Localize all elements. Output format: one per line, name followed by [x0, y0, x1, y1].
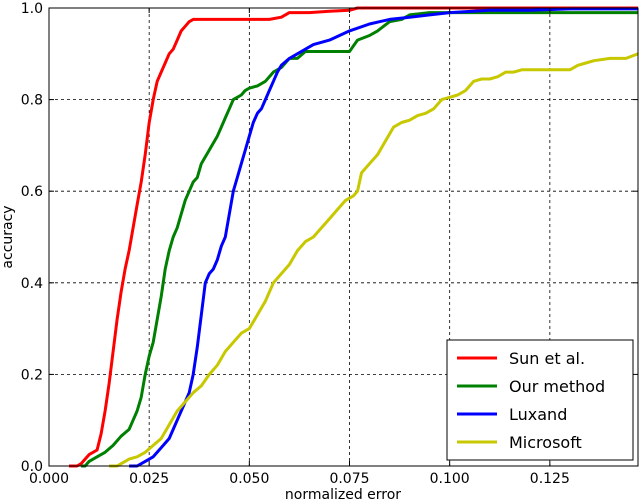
y-tick-label: 0.8: [21, 93, 43, 109]
legend-label-sun-et-al: Sun et al.: [509, 349, 585, 368]
series-line-sun-et-al: [69, 6, 638, 468]
y-tick-label: 0.4: [21, 276, 43, 292]
series-lines: [69, 6, 639, 468]
y-axis-title: accuracy: [0, 205, 16, 268]
y-tick-label: 1.0: [21, 1, 43, 17]
legend-label-luxand: Luxand: [509, 405, 567, 424]
legend: Sun et al. Our method Luxand Microsoft: [446, 339, 634, 461]
grid-lines: [49, 8, 638, 466]
series-line-microsoft: [109, 52, 639, 468]
x-tick-label: 0.075: [329, 471, 369, 487]
x-tick-label: 0.050: [229, 471, 269, 487]
y-tick-label: 0.0: [21, 459, 43, 475]
legend-label-our-method: Our method: [509, 377, 605, 396]
plot-frame: [48, 7, 639, 467]
series-line-our-method: [81, 11, 638, 468]
x-tick-label: 0.125: [530, 471, 570, 487]
x-tick-label: 0.100: [430, 471, 470, 487]
legend-label-microsoft: Microsoft: [509, 433, 582, 452]
axis-ticks: 0.000 0.025 0.050 0.075 0.100 0.125 0.0 0.2 0.4 0…: [21, 1, 638, 487]
series-line-luxand: [129, 7, 638, 468]
x-axis-title: normalized error: [285, 487, 401, 501]
y-tick-label: 0.6: [21, 184, 43, 200]
x-tick-label: 0.025: [129, 471, 169, 487]
y-tick-label: 0.2: [21, 367, 43, 383]
x-tick-label: 0.000: [29, 471, 69, 487]
legend-box: [446, 339, 634, 461]
